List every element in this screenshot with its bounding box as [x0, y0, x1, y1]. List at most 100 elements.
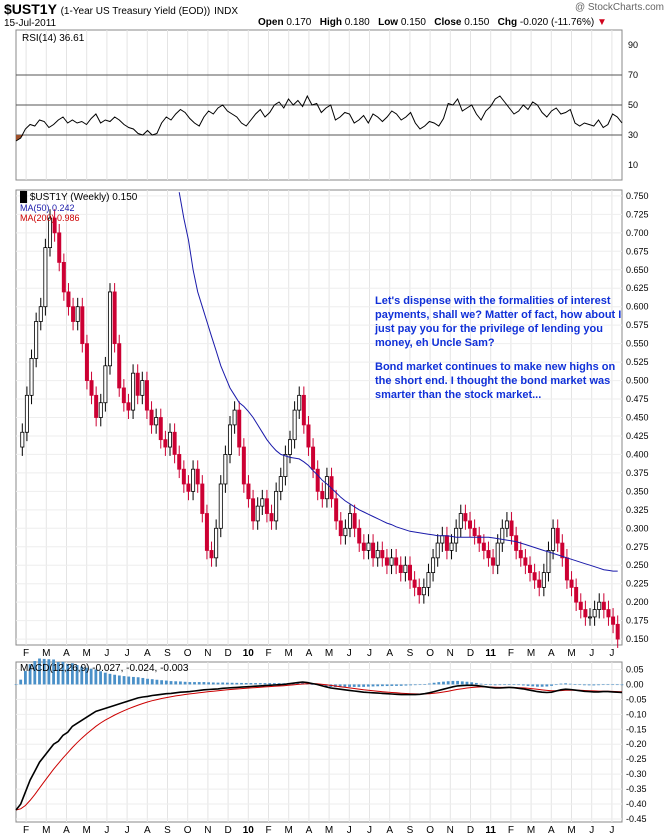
macd-tick-label: -0.10 [626, 709, 647, 719]
macd-histogram-bar [66, 663, 70, 685]
price-candle [338, 520, 343, 537]
price-tick-label: 0.625 [626, 283, 649, 293]
price-candle [458, 513, 463, 529]
macd-x-tick: N [447, 825, 454, 836]
macd-histogram-bar [132, 676, 135, 685]
macd-histogram-bar [146, 678, 149, 685]
price-candle [578, 601, 583, 610]
macd-histogram-bar [141, 677, 145, 685]
price-candle [403, 564, 408, 574]
rsi-tick-label: 30 [628, 130, 638, 140]
macd-histogram-bar [385, 684, 389, 687]
price-candle [241, 446, 246, 485]
chart-date: 15-Jul-2011 [4, 18, 57, 29]
price-tick-label: 0.425 [626, 431, 649, 441]
price-candle [528, 564, 533, 574]
price-candle [315, 468, 320, 492]
price-candle [574, 586, 579, 603]
macd-histogram-bar [160, 680, 164, 685]
price-candle [504, 520, 509, 529]
price-candle [500, 527, 505, 544]
macd-histogram-bar [395, 684, 398, 686]
price-candle [158, 417, 163, 441]
price-x-tick: M [325, 648, 333, 659]
price-candle [38, 306, 43, 322]
macd-histogram-bar [244, 682, 248, 685]
price-candle [57, 232, 62, 263]
macd-histogram-bar [451, 680, 455, 685]
price-candle [306, 424, 311, 448]
price-candle [606, 609, 611, 618]
macd-histogram-bar [103, 672, 107, 685]
macd-x-tick: J [104, 825, 109, 836]
price-candle [569, 579, 574, 588]
price-candle [495, 542, 500, 566]
annotation-paragraph-2: Bond market continues to make new highs … [375, 361, 616, 401]
price-candle [172, 431, 177, 455]
macd-histogram-bar [207, 682, 211, 685]
price-candle [532, 572, 537, 581]
rsi-legend: RSI(14) 36.61 [22, 33, 85, 44]
price-tick-label: 0.275 [626, 542, 649, 552]
price-tick-label: 0.650 [626, 265, 649, 275]
price-candle [347, 513, 352, 529]
price-candle [264, 498, 269, 514]
macd-histogram-bar [550, 684, 553, 686]
macd-histogram-bar [526, 684, 530, 686]
macd-histogram-bar [80, 666, 84, 685]
macd-tick-label: 0.00 [626, 679, 644, 689]
macd-histogram-bar [216, 682, 220, 685]
price-x-tick: J [347, 648, 352, 659]
macd-histogram-bar [310, 684, 314, 685]
price-candle [24, 394, 29, 433]
macd-x-tick: O [184, 825, 192, 836]
macd-histogram-bar [390, 684, 394, 686]
price-x-tick: J [125, 648, 130, 659]
price-candle [94, 394, 99, 418]
macd-x-tick: S [407, 825, 414, 836]
macd-x-tick: J [367, 825, 372, 836]
macd-histogram-bar [615, 684, 619, 686]
macd-histogram-bar [113, 674, 117, 685]
price-candle [61, 261, 66, 293]
price-tick-label: 0.225 [626, 579, 649, 589]
macd-x-tick: A [386, 825, 393, 836]
macd-x-tick: M [567, 825, 575, 836]
macd-histogram-bar [61, 661, 65, 685]
price-candle [611, 616, 616, 625]
macd-histogram-bar [108, 673, 112, 685]
price-candle [283, 454, 288, 477]
price-candle [592, 609, 597, 618]
macd-histogram-bar [409, 684, 413, 686]
macd-x-tick: M [83, 825, 91, 836]
macd-histogram-bar [536, 684, 539, 687]
price-candle [108, 291, 113, 367]
macd-histogram-bar [75, 665, 79, 685]
macd-histogram-bar [277, 683, 281, 685]
price-candle [218, 483, 223, 529]
price-x-tick: 11 [485, 648, 496, 659]
macd-histogram-bar [531, 684, 535, 687]
price-tick-label: 0.450 [626, 413, 649, 423]
price-candle [334, 498, 339, 522]
macd-histogram-bar [568, 683, 572, 685]
macd-histogram-bar [381, 684, 384, 687]
macd-x-tick: D [224, 825, 231, 836]
price-candle [269, 513, 274, 522]
price-candle [149, 409, 154, 426]
price-tick-label: 0.525 [626, 357, 649, 367]
price-candle [251, 498, 256, 522]
macd-histogram-bar [301, 682, 304, 685]
price-tick-label: 0.175 [626, 616, 649, 626]
macd-histogram-bar [493, 684, 497, 686]
macd-histogram-bar [465, 681, 469, 685]
price-tick-label: 0.575 [626, 320, 649, 330]
brand-label[interactable]: @ StockCharts.com [574, 2, 664, 13]
rsi-tick-label: 90 [628, 40, 638, 50]
macd-histogram-bar [94, 669, 98, 685]
ma200-legend: MA(200) 0.986 [20, 213, 80, 223]
macd-histogram-bar [606, 684, 610, 686]
macd-histogram-bar [169, 681, 173, 685]
price-candle [135, 372, 140, 396]
macd-histogram-bar [52, 659, 55, 685]
